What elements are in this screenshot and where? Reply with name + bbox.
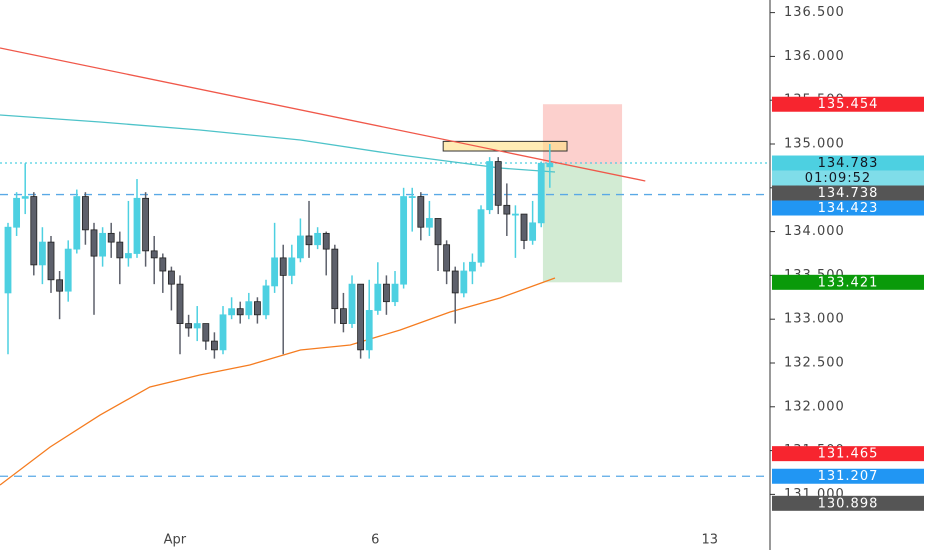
price-label-box (772, 274, 924, 290)
candle-body (417, 196, 425, 228)
price-label-box (772, 96, 924, 112)
candle-body (503, 204, 511, 215)
y-tick-label: 136.500 (784, 5, 845, 20)
price-label: 135.454 (818, 97, 879, 112)
y-tick-label: 134.000 (784, 224, 845, 239)
candle-body (167, 270, 175, 285)
candle-body (254, 301, 261, 316)
candle-body (124, 253, 132, 259)
candle-body (271, 257, 279, 287)
price-label: 134.423 (818, 201, 879, 216)
candle-body (4, 226, 12, 294)
candle-body (193, 323, 201, 329)
candle-body (322, 232, 330, 250)
price-label-box (772, 446, 924, 462)
candle-body (107, 232, 115, 243)
candle-body (150, 250, 158, 259)
candle-body (348, 283, 356, 324)
candle-body (185, 323, 193, 329)
candle-body (357, 283, 365, 351)
candle-body (426, 218, 433, 228)
candle-body (81, 196, 89, 231)
candle-body (451, 270, 459, 294)
candle-body (116, 241, 124, 259)
candle-body (408, 196, 416, 198)
price-label: 131.207 (818, 469, 879, 484)
candle-body (47, 241, 55, 281)
candle-body (537, 162, 545, 224)
candle-body (391, 283, 399, 303)
candle-body (90, 229, 98, 257)
candle-body (288, 257, 296, 276)
candle-body (365, 310, 373, 351)
price-label: 133.421 (818, 275, 879, 290)
price-label-box (772, 185, 924, 201)
stop-zone (542, 104, 623, 165)
price-label: 134.783 (818, 156, 879, 171)
candle-body (400, 196, 408, 285)
indicator-line (0, 277, 556, 486)
countdown-box (772, 170, 924, 186)
candle-body (512, 213, 519, 216)
candle-body (314, 232, 322, 246)
candle-body (159, 257, 167, 272)
candle-body (305, 235, 313, 246)
y-tick-label: 136.000 (784, 49, 845, 64)
target-zone (542, 164, 623, 283)
candle-body (228, 308, 236, 316)
candle-body (486, 161, 494, 211)
candle-body (13, 197, 21, 228)
y-tick-label: 132.000 (784, 399, 845, 414)
candle-body (460, 270, 468, 294)
y-tick-label: 132.500 (784, 355, 845, 370)
indicator-line (0, 47, 646, 182)
price-label: 131.465 (818, 447, 879, 462)
candle-body (142, 197, 150, 252)
x-tick-label: 6 (371, 533, 379, 548)
candle-body (73, 196, 81, 250)
candle-body (64, 248, 72, 292)
plot-area (0, 47, 770, 486)
candle-body (434, 218, 442, 246)
candle-body (297, 235, 304, 259)
candle-body (133, 197, 141, 254)
x-tick-label: Apr (164, 533, 187, 548)
y-tick-label: 135.000 (784, 137, 845, 152)
candle-body (99, 232, 107, 257)
candle-body (529, 222, 537, 241)
price-label: 134.738 (818, 186, 879, 201)
candle-body (245, 301, 253, 316)
price-label-box (772, 200, 924, 216)
candle-body (219, 314, 227, 351)
candle-body (477, 209, 485, 263)
candle-body (30, 196, 38, 266)
price-label: 130.898 (818, 496, 879, 511)
candle-body (210, 340, 218, 351)
candle-body (236, 308, 244, 316)
price-label-box (772, 495, 924, 511)
candle-body (443, 244, 451, 272)
price-label-box (772, 155, 924, 171)
candle-body (383, 283, 390, 303)
y-tick-label: 133.000 (784, 312, 845, 327)
candle-body (56, 279, 64, 292)
x-tick-label: 13 (702, 533, 719, 548)
candle-body (176, 283, 184, 324)
candle-body (331, 248, 339, 310)
countdown: 01:09:52 (805, 171, 871, 186)
candle-body (520, 213, 528, 241)
candle-body (262, 285, 270, 316)
candle-body (340, 308, 347, 324)
supply-zone (442, 140, 568, 152)
candle-body (202, 323, 210, 342)
candle-body (374, 283, 382, 311)
candle-body (279, 257, 287, 276)
candle-body (494, 161, 502, 206)
candle-body (469, 261, 476, 272)
candle-body (38, 241, 46, 266)
candle-body (21, 196, 29, 199)
price-label-box (772, 468, 924, 484)
candle-body (546, 162, 554, 168)
